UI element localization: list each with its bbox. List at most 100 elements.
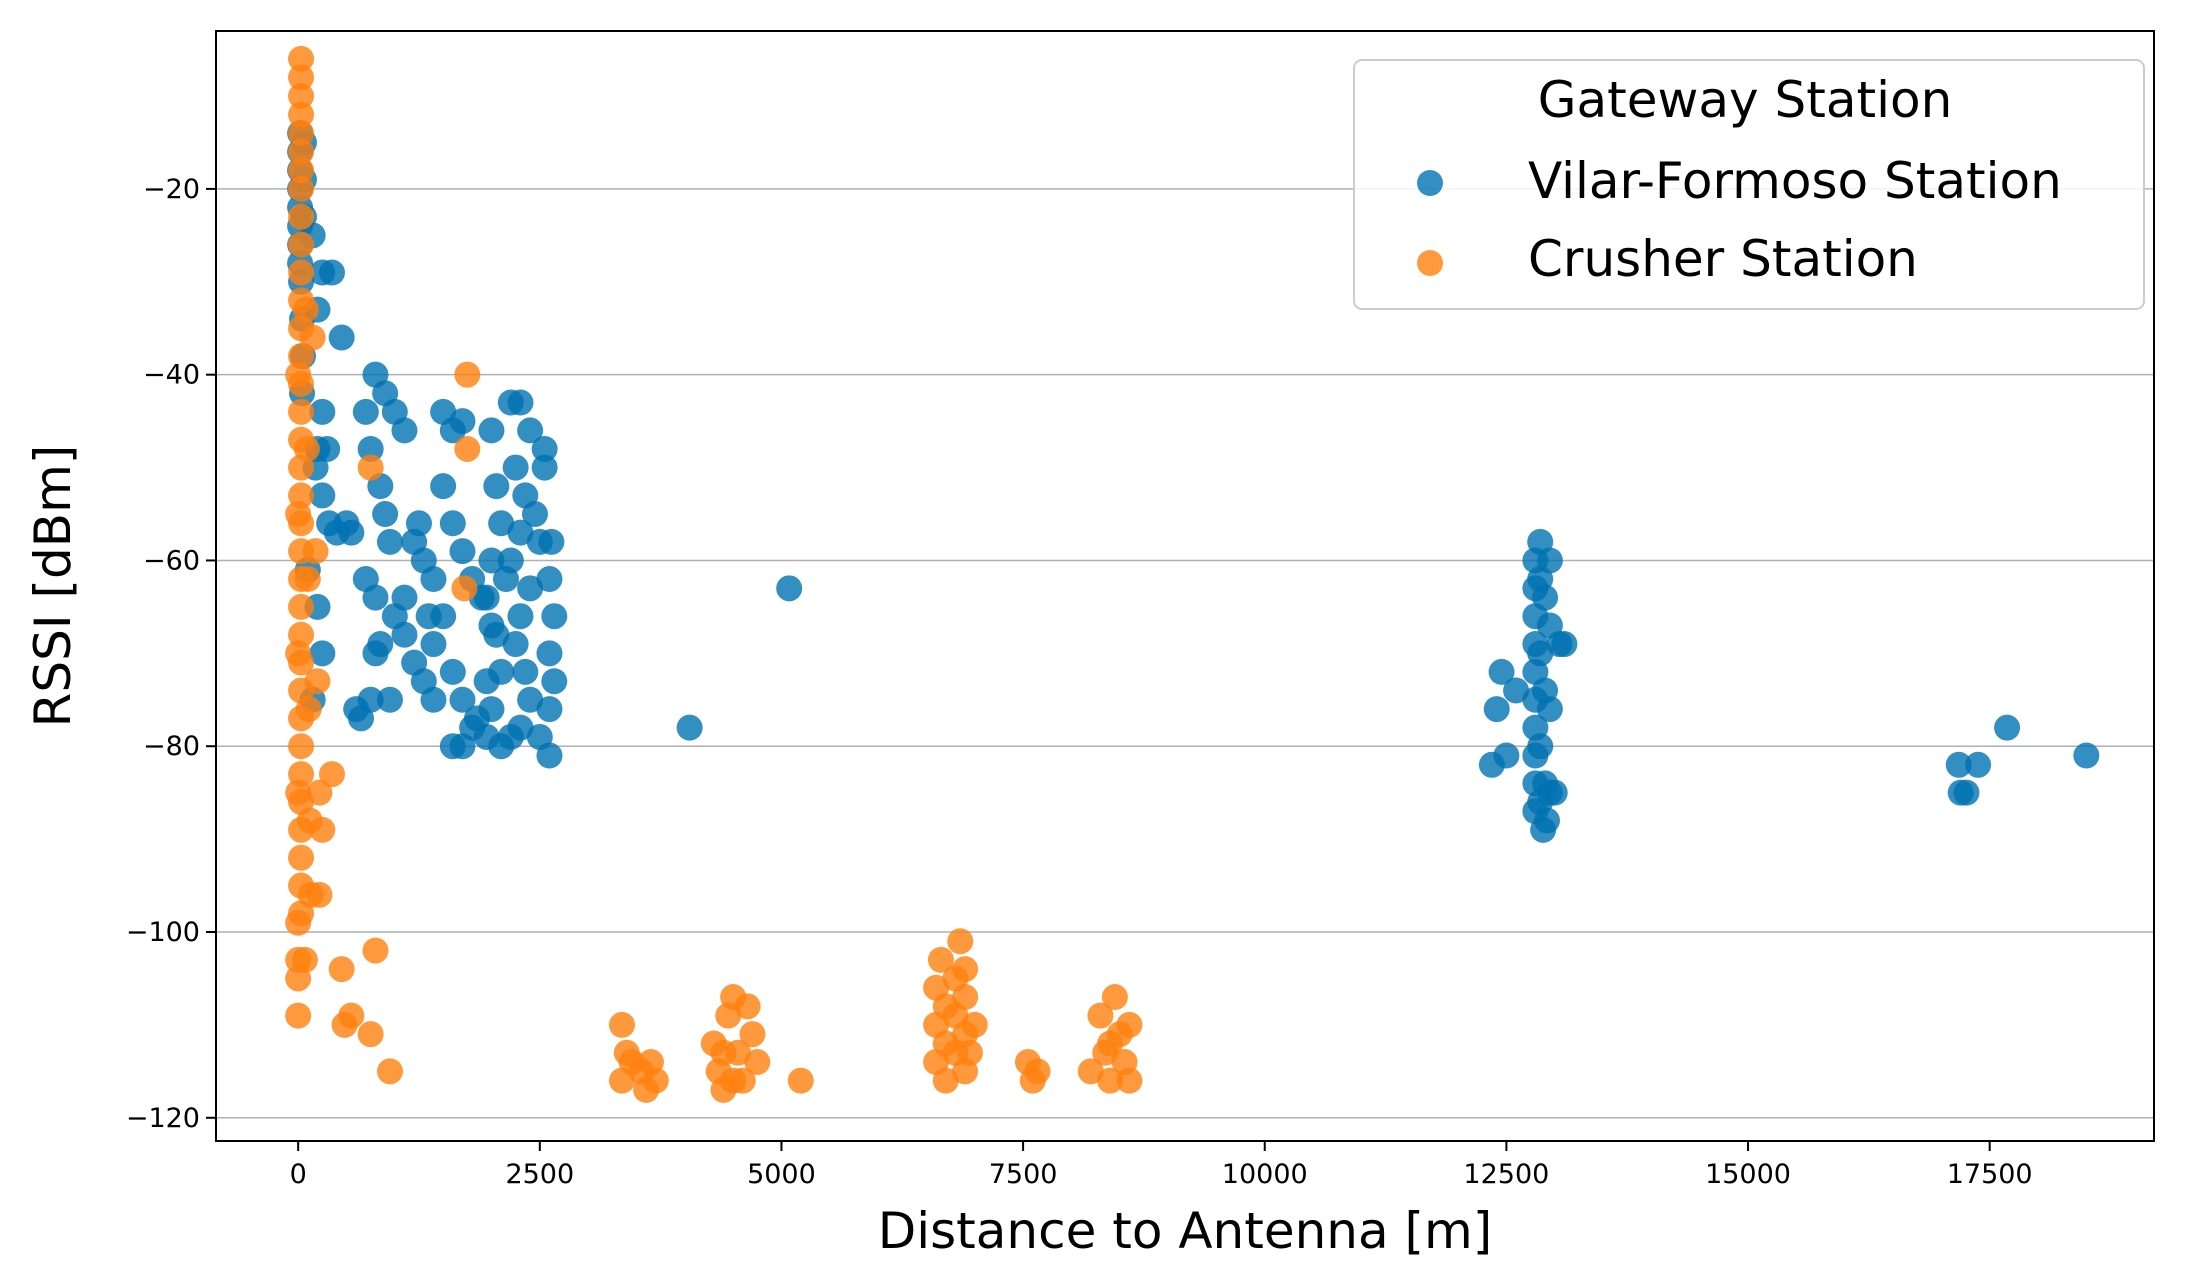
data-point	[288, 398, 315, 425]
data-point	[787, 1067, 814, 1094]
data-point	[288, 120, 315, 147]
data-point	[285, 361, 312, 388]
data-point	[521, 501, 548, 528]
data-point	[2073, 742, 2100, 769]
data-point	[430, 473, 457, 500]
data-point	[328, 324, 355, 351]
legend-label-crusher: Crusher Station	[1528, 230, 1918, 288]
data-point	[302, 538, 329, 565]
data-point	[362, 584, 389, 611]
data-point	[288, 64, 315, 91]
data-point	[415, 603, 442, 630]
data-point	[1953, 779, 1980, 806]
data-point	[492, 566, 519, 593]
data-point	[306, 881, 333, 908]
data-point	[309, 398, 336, 425]
data-point	[710, 1039, 737, 1066]
data-point	[376, 528, 403, 555]
data-point	[744, 1049, 771, 1076]
data-point	[362, 937, 389, 964]
scatter-marks	[285, 45, 2100, 1103]
data-point	[536, 696, 563, 723]
data-point	[449, 408, 476, 435]
data-point	[309, 482, 336, 509]
data-point	[720, 1067, 747, 1094]
legend-title: Gateway Station	[1538, 71, 1953, 129]
data-point	[531, 454, 558, 481]
data-point	[391, 621, 418, 648]
data-point	[956, 1039, 983, 1066]
data-point	[420, 686, 447, 713]
x-tick-label: 17500	[1947, 1159, 2033, 1190]
data-point	[478, 612, 505, 639]
data-point	[507, 389, 534, 416]
data-point	[1551, 631, 1578, 658]
data-point	[1536, 547, 1563, 574]
y-tick-label: −40	[143, 360, 200, 391]
data-point	[288, 175, 315, 202]
data-point	[1087, 1002, 1114, 1029]
x-tick-label: 15000	[1705, 1159, 1791, 1190]
data-point	[1024, 1058, 1051, 1085]
data-point	[947, 928, 974, 955]
y-tick-label: −100	[126, 917, 200, 948]
data-point	[318, 259, 345, 286]
data-point	[1101, 984, 1128, 1011]
data-point	[739, 1021, 766, 1048]
data-point	[932, 1067, 959, 1094]
data-point	[478, 696, 505, 723]
data-point	[306, 779, 333, 806]
data-point	[1483, 696, 1510, 723]
data-point	[285, 501, 312, 528]
data-point	[288, 203, 315, 230]
data-point	[538, 528, 565, 555]
x-tick-label: 12500	[1463, 1159, 1549, 1190]
data-point	[391, 584, 418, 611]
y-axis-label: RSSI [dBm]	[24, 445, 82, 728]
data-point	[541, 603, 568, 630]
data-point	[299, 324, 326, 351]
x-tick-label: 10000	[1222, 1159, 1308, 1190]
data-point	[454, 361, 481, 388]
data-point	[285, 779, 312, 806]
data-point	[526, 723, 553, 750]
plot-frame	[215, 30, 2155, 1142]
data-point	[961, 1011, 988, 1038]
data-point	[318, 761, 345, 788]
x-tick-label: 5000	[747, 1159, 816, 1190]
data-point	[1994, 714, 2021, 741]
data-point	[288, 259, 315, 286]
data-point	[338, 1002, 365, 1029]
data-point	[1077, 1058, 1104, 1085]
x-tick-label: 7500	[989, 1159, 1058, 1190]
data-point	[502, 454, 529, 481]
data-point	[357, 1021, 384, 1048]
data-point	[292, 296, 319, 323]
data-point	[288, 83, 315, 110]
data-point	[288, 138, 315, 165]
data-point	[420, 631, 447, 658]
data-point	[293, 435, 320, 462]
y-tick-label: −80	[143, 731, 200, 762]
data-point	[376, 686, 403, 713]
x-tick-label: 2500	[505, 1159, 574, 1190]
y-tick-label: −60	[143, 545, 200, 576]
data-point	[295, 696, 322, 723]
data-point	[1541, 779, 1568, 806]
data-point	[454, 435, 481, 462]
data-point	[507, 603, 534, 630]
data-point	[285, 1002, 312, 1029]
data-point	[288, 45, 315, 72]
data-point	[512, 658, 539, 685]
data-point	[288, 593, 315, 620]
data-point	[1965, 751, 1992, 778]
data-point	[517, 686, 544, 713]
data-point	[357, 454, 384, 481]
data-point	[338, 519, 365, 546]
data-point	[288, 157, 315, 184]
data-point	[376, 1058, 403, 1085]
data-point	[536, 566, 563, 593]
data-point	[927, 946, 954, 973]
data-point	[1533, 807, 1560, 834]
